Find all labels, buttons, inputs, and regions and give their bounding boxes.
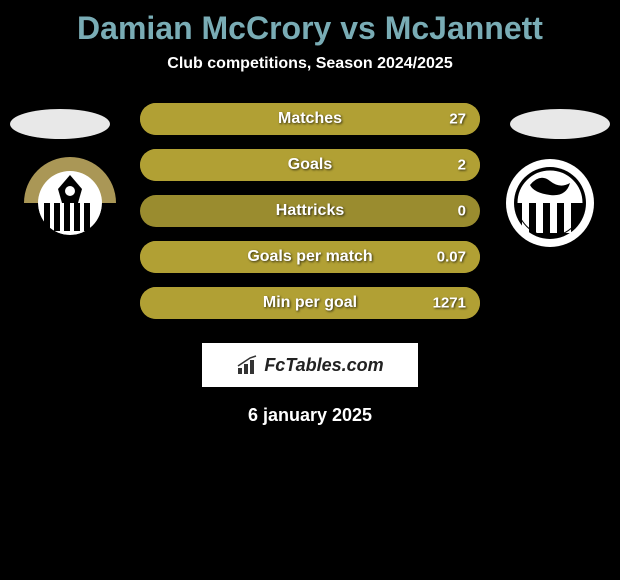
bar-value-right: 0 xyxy=(458,203,466,220)
subtitle: Club competitions, Season 2024/2025 xyxy=(0,55,620,103)
stat-bar-row: Goals 2 xyxy=(140,149,480,181)
bar-label: Matches xyxy=(278,110,342,128)
date-label: 6 january 2025 xyxy=(0,405,620,426)
bar-value-right: 0.07 xyxy=(437,249,466,266)
comparison-widget: Damian McCrory vs McJannett Club competi… xyxy=(0,0,620,426)
bar-value-right: 2 xyxy=(458,157,466,174)
bar-label: Min per goal xyxy=(263,294,357,312)
bar-label: Goals per match xyxy=(247,248,372,266)
stat-bars: Matches 27 Goals 2 Hattricks 0 Goals per match… xyxy=(140,103,480,333)
club-badge-left xyxy=(20,153,120,253)
grimsby-town-icon xyxy=(500,153,600,253)
bar-value-right: 1271 xyxy=(433,295,466,312)
stat-bar-row: Matches 27 xyxy=(140,103,480,135)
bar-chart-icon xyxy=(236,354,260,376)
chart-area: Matches 27 Goals 2 Hattricks 0 Goals per match… xyxy=(0,103,620,333)
page-title: Damian McCrory vs McJannett xyxy=(0,0,620,55)
club-badge-right xyxy=(500,153,600,253)
stat-bar-row: Hattricks 0 xyxy=(140,195,480,227)
brand-box[interactable]: FcTables.com xyxy=(202,343,418,387)
player2-ellipse xyxy=(510,109,610,139)
bar-label: Hattricks xyxy=(276,202,344,220)
bar-value-right: 27 xyxy=(449,111,466,128)
notts-county-icon xyxy=(20,153,120,253)
stat-bar-row: Min per goal 1271 xyxy=(140,287,480,319)
stat-bar-row: Goals per match 0.07 xyxy=(140,241,480,273)
brand-label: FcTables.com xyxy=(264,355,383,376)
bar-label: Goals xyxy=(288,156,332,174)
player1-ellipse xyxy=(10,109,110,139)
